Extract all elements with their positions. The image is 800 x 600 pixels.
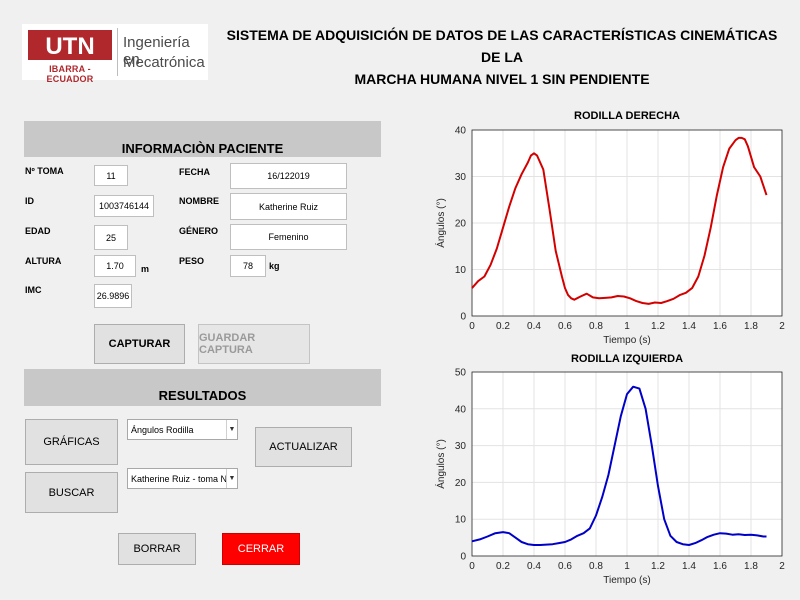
y-tick-label: 0 (460, 552, 466, 563)
x-axis-label: Tiempo (s) (603, 575, 650, 586)
x-tick-label: 0 (469, 561, 475, 572)
altura-unit: m (141, 264, 150, 274)
x-tick-label: 0 (469, 321, 475, 332)
logo-text-line2: Mecatrónica (123, 54, 205, 71)
x-tick-label: 0.6 (558, 561, 572, 572)
chart-right-knee: 0 0.2 0.4 0.6 0.8 1 1.2 1.4 1.6 1.8 2010203040Tiem… (434, 126, 785, 347)
x-tick-label: 1.6 (713, 321, 727, 332)
x-tick-label: 0.8 (589, 561, 603, 572)
y-tick-label: 10 (455, 265, 467, 276)
peso-unit: kg (269, 261, 280, 271)
x-tick-label: 0.8 (589, 321, 603, 332)
chart-left-knee: 0 0.2 0.4 0.6 0.8 1 1.2 1.4 1.6 1.8 201020304050Ti… (434, 368, 785, 587)
page-title-line2: MARCHA HUMANA NIVEL 1 SIN PENDIENTE (354, 71, 650, 87)
y-tick-label: 10 (455, 515, 467, 526)
toma-label: Nº TOMA (25, 166, 64, 176)
y-tick-label: 40 (455, 404, 467, 415)
page-title: SISTEMA DE ADQUISICIÓN DE DATOS DE LAS C… (215, 24, 789, 90)
actualizar-button[interactable]: ACTUALIZAR (255, 427, 352, 467)
y-tick-label: 30 (455, 441, 467, 452)
y-axis-label: Ángulos (°) (434, 439, 447, 489)
edad-field[interactable]: 25 (94, 225, 128, 250)
x-tick-label: 1 (624, 321, 630, 332)
results-title: RESULTADOS (158, 388, 247, 403)
plot-frame (471, 371, 783, 557)
id-field[interactable]: 1003746144 (94, 195, 154, 217)
series-line-right-knee (471, 136, 768, 305)
y-tick-label: 40 (455, 126, 467, 137)
patient-info-title: INFORMACIÒN PACIENTE (121, 141, 284, 156)
chart-right-knee-title: RODILLA DERECHA (574, 110, 680, 122)
altura-label: ALTURA (25, 256, 62, 266)
x-tick-label: 0.4 (527, 321, 541, 332)
results-header: RESULTADOS (24, 369, 381, 406)
cerrar-button[interactable]: CERRAR (222, 533, 300, 565)
genero-field[interactable]: Femenino (230, 224, 347, 250)
graph-type-select-value: Ángulos Rodilla (131, 424, 194, 435)
y-tick-label: 30 (455, 172, 467, 183)
x-tick-label: 0.6 (558, 321, 572, 332)
record-select-value: Katherine Ruiz - toma No. ... (131, 473, 226, 484)
id-label: ID (25, 196, 34, 206)
y-tick-label: 20 (455, 219, 467, 230)
utn-logo-subtitle: IBARRA - ECUADOR (46, 64, 94, 84)
x-tick-label: 0.2 (496, 561, 510, 572)
guardar-captura-button[interactable]: GUARDAR CAPTURA (198, 324, 310, 364)
x-tick-label: 1.8 (744, 321, 758, 332)
altura-field[interactable]: 1.70 (94, 255, 136, 277)
utn-logo: UTN IBARRA - ECUADOR Ingeniería en Mecat… (22, 24, 208, 84)
page-title-line1: SISTEMA DE ADQUISICIÓN DE DATOS DE LAS C… (226, 27, 778, 65)
chart-left-knee-title: RODILLA IZQUIERDA (570, 353, 684, 365)
y-tick-label: 0 (460, 312, 466, 323)
utn-logo-mark: UTN (28, 30, 112, 60)
chevron-down-icon: ▼ (226, 420, 237, 439)
x-tick-label: 0.2 (496, 321, 510, 332)
y-axis-label: Ángulos (°) (434, 198, 447, 248)
borrar-button[interactable]: BORRAR (118, 533, 196, 565)
buscar-button[interactable]: BUSCAR (25, 472, 118, 513)
utn-mark-text: UTN (45, 33, 94, 60)
x-tick-label: 1.6 (713, 561, 727, 572)
graph-type-select[interactable]: Ángulos Rodilla ▼ (127, 419, 238, 440)
x-tick-label: 1.8 (744, 561, 758, 572)
y-tick-label: 50 (455, 368, 467, 379)
logo-divider (117, 28, 118, 76)
capturar-button[interactable]: CAPTURAR (94, 324, 185, 364)
x-tick-label: 2 (779, 561, 785, 572)
logo-text-line1: Ingeniería en (123, 34, 190, 68)
series-line-left-knee (471, 385, 767, 546)
x-tick-label: 0.4 (527, 561, 541, 572)
x-tick-label: 1.4 (682, 561, 696, 572)
peso-label: PESO (179, 256, 205, 266)
fecha-label: FECHA (179, 167, 210, 177)
nombre-field[interactable]: Katherine Ruiz (230, 193, 347, 220)
y-tick-label: 20 (455, 478, 467, 489)
graficas-button[interactable]: GRÁFICAS (25, 419, 118, 465)
edad-label: EDAD (25, 226, 51, 236)
imc-field[interactable]: 26.9896 (94, 284, 132, 308)
chevron-down-icon: ▼ (226, 469, 237, 488)
genero-label: GÉNERO (179, 226, 219, 236)
record-select[interactable]: Katherine Ruiz - toma No. ... ▼ (127, 468, 238, 489)
plot-frame (471, 129, 783, 317)
x-tick-label: 1 (624, 561, 630, 572)
x-tick-label: 2 (779, 321, 785, 332)
x-tick-label: 1.2 (651, 561, 665, 572)
fecha-field[interactable]: 16/122019 (230, 163, 347, 189)
x-tick-label: 1.2 (651, 321, 665, 332)
toma-field[interactable]: 11 (94, 165, 128, 186)
x-axis-label: Tiempo (s) (603, 335, 650, 346)
x-tick-label: 1.4 (682, 321, 696, 332)
nombre-label: NOMBRE (179, 196, 219, 206)
peso-field[interactable]: 78 (230, 255, 266, 277)
patient-info-header: INFORMACIÒN PACIENTE (24, 121, 381, 157)
imc-label: IMC (25, 285, 42, 295)
